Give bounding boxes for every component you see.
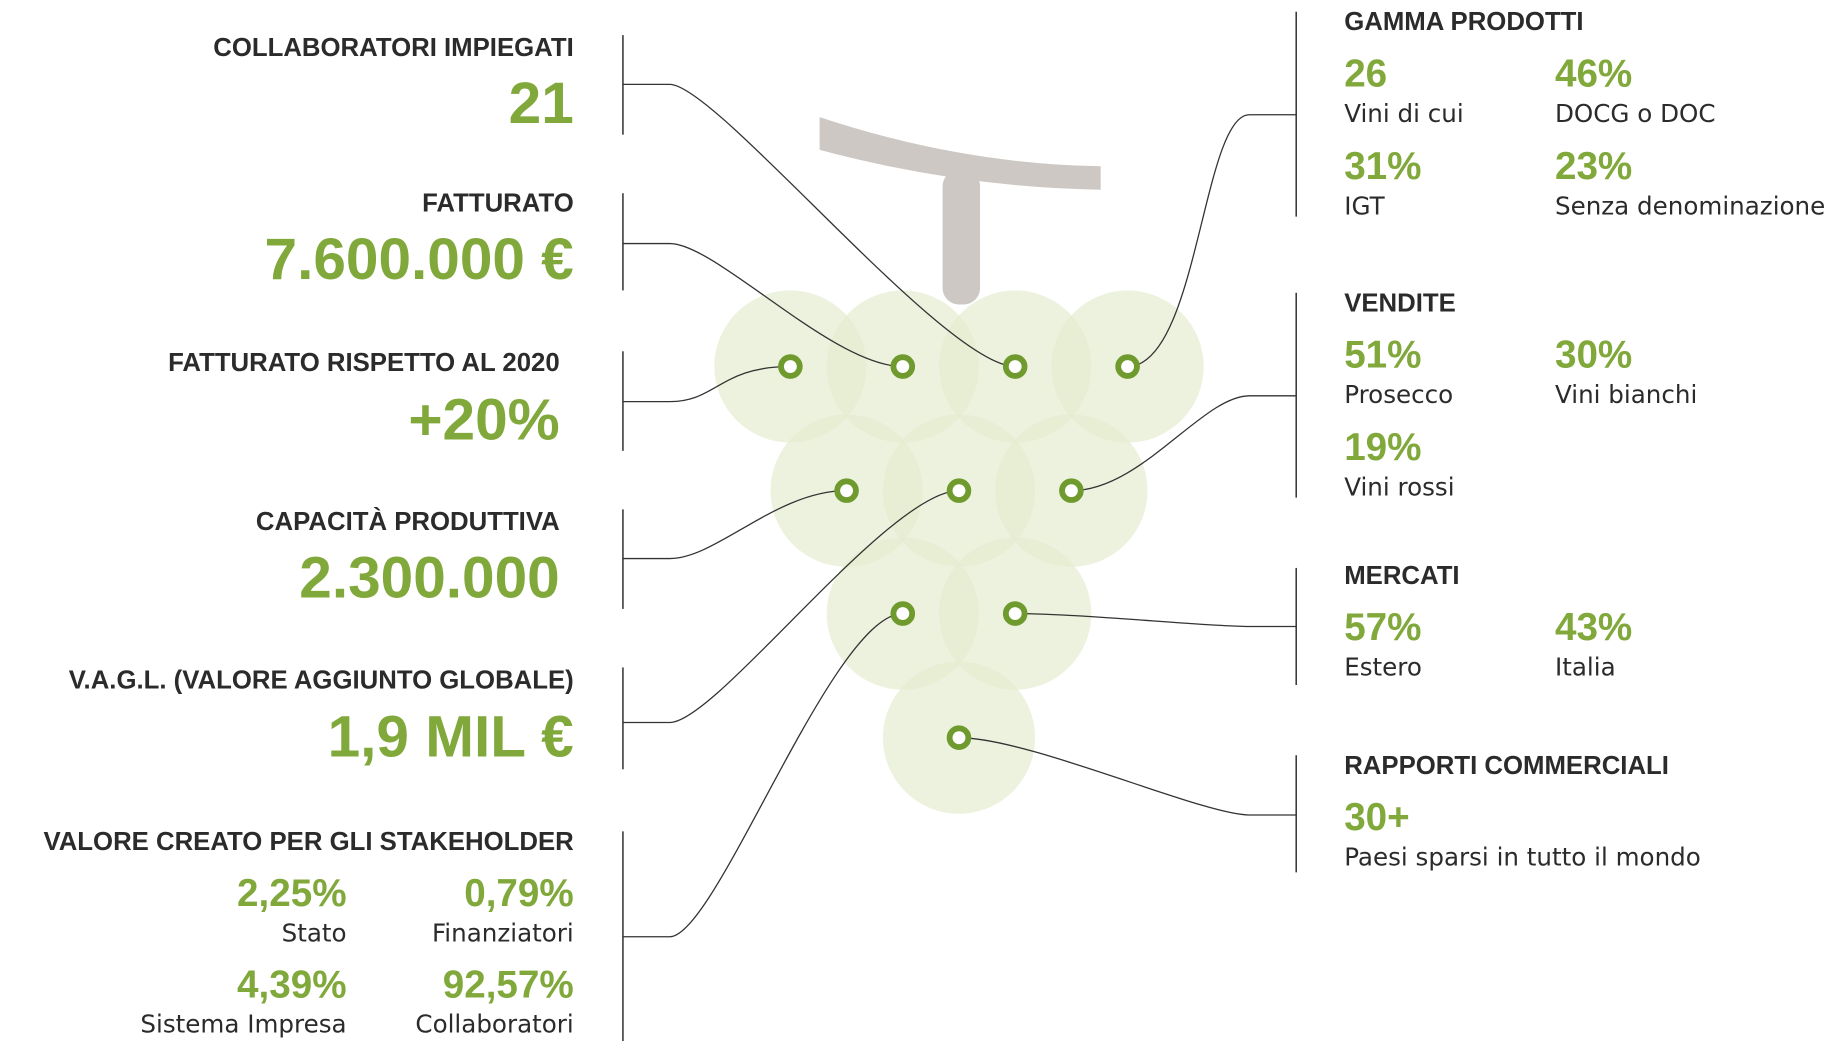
stat-value: 57% (1344, 606, 1421, 649)
item-value: 2.300.000 (299, 545, 559, 610)
item-value: 7.600.000 € (265, 227, 574, 292)
grape-dot (1118, 357, 1137, 376)
stat-label: Vini di cui (1344, 99, 1463, 128)
stat-value: 43% (1555, 606, 1632, 649)
section-title: RAPPORTI COMMERCIALI (1344, 752, 1669, 780)
stat-value: 30% (1555, 333, 1632, 376)
section-title: MERCATI (1344, 562, 1459, 590)
stem (943, 170, 980, 305)
infographic: COLLABORATORI IMPIEGATI 21 FATTURATO 7.600.… (0, 0, 1836, 1041)
item-value: +20% (408, 387, 559, 452)
page: COLLABORATORI IMPIEGATI 21 FATTURATO 7.600.… (0, 0, 1836, 1041)
stat-label: Stato (282, 918, 347, 947)
item-title: VALORE CREATO PER GLI STAKEHOLDER (43, 828, 574, 856)
item-value: 21 (509, 71, 574, 136)
grape-dot (837, 481, 856, 500)
stat-label: Estero (1344, 653, 1422, 682)
stat-value: 2,25% (237, 872, 347, 915)
stat-label: Senza denominazione (1555, 191, 1825, 220)
grape-dot (1006, 357, 1025, 376)
stat-value: 23% (1555, 145, 1632, 188)
stat-value: 0,79% (464, 872, 574, 915)
section-title: GAMMA PRODOTTI (1344, 8, 1583, 36)
item-title: V.A.G.L. (VALORE AGGIUNTO GLOBALE) (69, 666, 574, 694)
grape-dot (893, 604, 912, 623)
stat-label: IGT (1344, 191, 1385, 220)
item-title: FATTURATO RISPETTO AL 2020 (168, 349, 560, 377)
stat-value: 30+ (1344, 796, 1410, 839)
stat-label: Paesi sparsi in tutto il mondo (1344, 842, 1701, 871)
stat-value: 51% (1344, 333, 1421, 376)
stat-value: 46% (1555, 52, 1632, 95)
stat-value: 26 (1344, 52, 1387, 95)
section-title: VENDITE (1344, 289, 1456, 317)
stat-label: Collaboratori (415, 1010, 573, 1039)
grape-dot (950, 481, 969, 500)
stat-label: Sistema Impresa (140, 1010, 346, 1039)
stat-label: Vini bianchi (1555, 380, 1697, 409)
item-title: COLLABORATORI IMPIEGATI (213, 34, 574, 62)
grape-dot (950, 728, 969, 747)
item-value: 1,9 MIL € (328, 705, 574, 770)
stat-label: Finanziatori (432, 918, 574, 947)
stat-value: 19% (1344, 426, 1421, 469)
grape-dot (781, 357, 800, 376)
grape-dot (1062, 481, 1081, 500)
stat-value: 31% (1344, 145, 1421, 188)
grape-dot (893, 357, 912, 376)
item-title: CAPACITÀ PRODUTTIVA (256, 507, 560, 536)
stat-value: 4,39% (237, 963, 347, 1006)
stat-label: Italia (1555, 653, 1616, 682)
stat-label: DOCG o DOC (1555, 99, 1716, 128)
item-title: FATTURATO (422, 190, 574, 218)
stat-value: 92,57% (443, 963, 574, 1006)
grape-stem (820, 117, 1101, 304)
grape-dot (1006, 604, 1025, 623)
stat-label: Vini rossi (1344, 472, 1454, 501)
stat-label: Prosecco (1344, 380, 1453, 409)
